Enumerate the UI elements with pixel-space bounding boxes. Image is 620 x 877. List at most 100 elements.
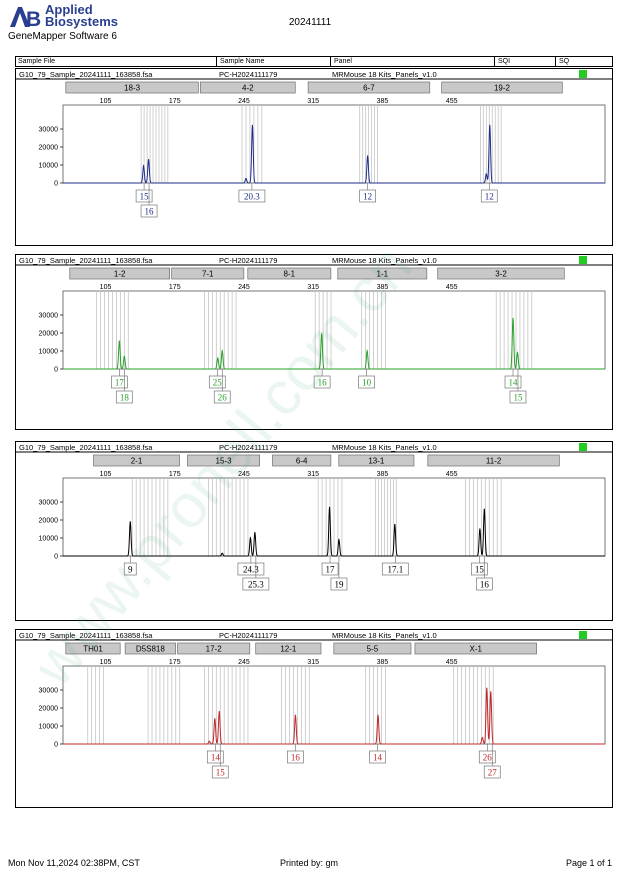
peak-point <box>214 718 216 720</box>
allele-call-label: 15 <box>140 192 150 202</box>
peak-point <box>118 340 120 342</box>
x-tick-label: 105 <box>100 98 112 105</box>
allele-call-label: 19 <box>334 580 344 590</box>
sq-status-indicator <box>579 631 587 639</box>
allele-call-label: 16 <box>291 753 301 763</box>
allele-call-label: 18 <box>120 393 130 403</box>
sample-name: PC-H2024111179 <box>219 631 277 640</box>
allele-call-box <box>480 189 498 203</box>
y-tick-label: 10000 <box>39 349 59 356</box>
sample-file-name: G10_79_Sample_20241111_163858.fsa <box>19 256 153 265</box>
x-tick-label: 315 <box>307 284 319 291</box>
column-divider <box>216 57 217 66</box>
sample-name: PC-H2024111179 <box>219 70 277 79</box>
peak-point <box>486 687 488 689</box>
locus-marker-label: 8-1 <box>284 270 296 279</box>
locus-marker-label: 18-3 <box>124 84 141 93</box>
peak-point <box>490 691 492 693</box>
peak-point <box>147 159 150 161</box>
y-tick-label: 0 <box>54 742 58 749</box>
allele-call-label: 15 <box>216 768 226 778</box>
peak-point <box>221 350 223 352</box>
x-tick-label: 245 <box>238 98 250 105</box>
locus-marker <box>171 267 245 280</box>
allele-call-label: 14 <box>211 753 221 763</box>
locus-marker-label: D5S818 <box>136 645 165 654</box>
column-header-sq: SQ <box>559 58 570 65</box>
column-header-sample-file: Sample File <box>18 58 55 65</box>
allele-call-box <box>483 765 501 779</box>
allele-call-box <box>509 390 527 404</box>
peak-point <box>366 350 368 352</box>
allele-call-box <box>321 562 339 576</box>
x-tick-label: 385 <box>377 98 389 105</box>
locus-marker <box>414 642 537 655</box>
peak-point <box>481 737 483 739</box>
x-tick-label: 455 <box>446 284 458 291</box>
panel-name: MRMouse 18 Kits_Panels_v1.0 <box>332 443 437 452</box>
locus-marker <box>272 454 332 467</box>
peak-point <box>338 539 340 541</box>
peak-point <box>512 318 514 320</box>
peak-point <box>143 165 145 167</box>
x-tick-label: 455 <box>446 659 458 666</box>
electropherogram-panel-1: G10_79_Sample_20241111_163858.fsa PC-H202… <box>15 68 613 246</box>
allele-call-box <box>115 390 133 404</box>
y-tick-label: 20000 <box>39 145 59 152</box>
allele-call-label: 20.3 <box>244 192 260 202</box>
x-tick-label: 105 <box>100 471 112 478</box>
allele-call-label: 16 <box>318 378 328 388</box>
locus-marker-label: 13-1 <box>368 457 385 466</box>
allele-call-box <box>478 750 496 764</box>
software-name: GeneMapper Software 6 <box>8 31 117 42</box>
sq-status-indicator <box>579 70 587 78</box>
peak-point <box>123 355 125 357</box>
peak-point <box>218 711 220 713</box>
x-tick-label: 175 <box>169 98 181 105</box>
locus-marker-label: 5-5 <box>367 645 379 654</box>
y-tick-label: 20000 <box>39 331 59 338</box>
peak-point <box>483 508 485 510</box>
allele-call-box <box>111 375 128 389</box>
allele-call-label: 15 <box>475 565 485 575</box>
x-tick-label: 385 <box>377 284 389 291</box>
report-date: 20241111 <box>288 17 332 28</box>
allele-call-box <box>206 750 224 764</box>
x-tick-label: 245 <box>238 471 250 478</box>
y-tick-label: 0 <box>54 367 58 374</box>
footer-page-number: Page 1 of 1 <box>566 858 613 868</box>
column-divider <box>330 57 331 66</box>
peak-point <box>489 124 491 126</box>
allele-call-label: 17.1 <box>387 565 403 575</box>
x-tick-label: 175 <box>169 659 181 666</box>
allele-call-label: 25 <box>213 378 223 388</box>
x-tick-label: 245 <box>238 284 250 291</box>
allele-call-label: 12 <box>363 192 372 202</box>
allele-call-box <box>287 750 304 764</box>
locus-marker <box>124 642 176 655</box>
locus-marker <box>255 642 322 655</box>
locus-marker-label: 6-4 <box>296 457 308 466</box>
brand-name: Applied Biosystems <box>45 3 118 29</box>
allele-call-label: 14 <box>509 378 519 388</box>
peak-point <box>377 714 379 716</box>
brand-line-2: Biosystems <box>45 14 118 29</box>
allele-call-label: 17 <box>115 378 125 388</box>
y-tick-label: 30000 <box>39 500 59 507</box>
column-header-sample-name: Sample Name <box>220 58 265 65</box>
electropherogram-panel-4: G10_79_Sample_20241111_163858.fsa PC-H202… <box>15 629 613 808</box>
allele-call-box <box>381 562 409 576</box>
locus-marker-label: 7-1 <box>202 270 214 279</box>
sample-name: PC-H2024111179 <box>219 443 277 452</box>
locus-marker-label: 19-2 <box>494 84 511 93</box>
locus-marker <box>199 81 296 94</box>
locus-marker <box>247 267 332 280</box>
allele-call-box <box>242 577 270 591</box>
locus-marker-label: 1-1 <box>377 270 389 279</box>
sq-status-indicator <box>579 256 587 264</box>
allele-call-box <box>238 189 266 203</box>
allele-call-box <box>213 390 231 404</box>
peak-point <box>479 528 481 530</box>
allele-call-box <box>475 577 493 591</box>
footer-printed-by: Printed by: gm <box>280 858 339 868</box>
